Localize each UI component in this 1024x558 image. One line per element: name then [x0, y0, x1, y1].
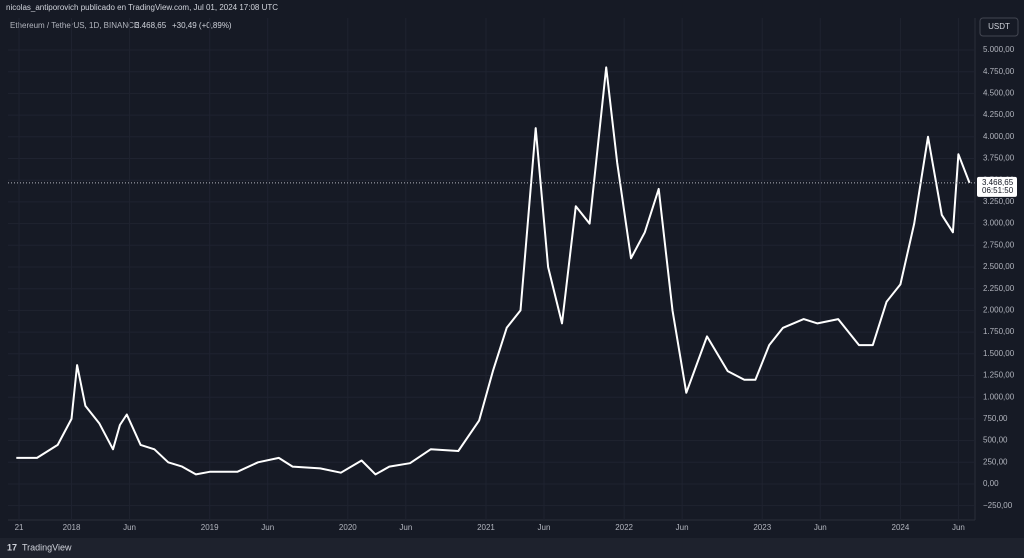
y-tick-label: 250,00 [983, 457, 1008, 466]
y-tick-label: 2.500,00 [983, 262, 1015, 271]
footer-bar [0, 538, 1024, 558]
y-tick-label: 4.500,00 [983, 89, 1015, 98]
currency-box[interactable] [979, 17, 1019, 37]
price-line [16, 66, 971, 476]
last-price-box [977, 176, 1017, 197]
x-tick-label: Jun [538, 523, 551, 532]
x-tick-label: 2023 [753, 523, 771, 532]
y-tick-label: 1.250,00 [983, 371, 1015, 380]
publisher: nicolas_antiporovich publicado en Tradin… [6, 3, 278, 12]
x-tick-label: 2022 [615, 523, 633, 532]
brand-logo: 17 [7, 542, 17, 552]
y-tick-label: 0,00 [983, 479, 999, 488]
header-change: +30,49 (+0,89%) [172, 21, 232, 30]
countdown: 06:51:50 [982, 186, 1014, 195]
grid [8, 18, 975, 520]
y-tick-label: 4.250,00 [983, 110, 1015, 119]
header-price: 3.468,65 [135, 21, 167, 30]
y-tick-label: 2.000,00 [983, 306, 1015, 315]
y-tick-label: −250,00 [983, 501, 1013, 510]
x-tick-label: 2021 [477, 523, 495, 532]
symbol: Ethereum / TetherUS, 1D, BINANCE [10, 21, 139, 30]
y-tick-label: 4.000,00 [983, 132, 1015, 141]
x-tick-label: Jun [123, 523, 136, 532]
y-tick-label: 5.000,00 [983, 45, 1015, 54]
y-tick-label: 1.000,00 [983, 392, 1015, 401]
x-tick-label: Jun [399, 523, 412, 532]
x-tick-label: 2020 [339, 523, 357, 532]
x-tick-label: 21 [15, 523, 24, 532]
y-tick-label: 750,00 [983, 414, 1008, 423]
currency: USDT [988, 22, 1010, 31]
y-tick-label: 2.250,00 [983, 284, 1015, 293]
x-tick-label: Jun [814, 523, 827, 532]
x-tick-label: Jun [676, 523, 689, 532]
y-tick-label: 3.750,00 [983, 154, 1015, 163]
y-tick-label: 1.500,00 [983, 349, 1015, 358]
y-tick-label: 2.750,00 [983, 240, 1015, 249]
y-tick-label: 3.250,00 [983, 197, 1015, 206]
x-tick-label: 2019 [201, 523, 219, 532]
y-tick-label: 500,00 [983, 436, 1008, 445]
last-price-label: 3.468,65 [982, 178, 1014, 187]
y-tick-label: 1.750,00 [983, 327, 1015, 336]
x-tick-label: 2018 [63, 523, 81, 532]
brand: TradingView [22, 542, 72, 552]
x-tick-label: Jun [261, 523, 274, 532]
x-tick-label: Jun [952, 523, 965, 532]
x-tick-label: 2024 [892, 523, 910, 532]
y-tick-label: 4.750,00 [983, 67, 1015, 76]
y-tick-label: 3.000,00 [983, 219, 1015, 228]
